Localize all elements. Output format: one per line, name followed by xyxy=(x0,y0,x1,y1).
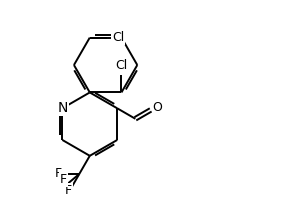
Text: O: O xyxy=(153,101,163,114)
Text: Cl: Cl xyxy=(112,31,124,44)
Text: F: F xyxy=(55,168,62,180)
Text: N: N xyxy=(57,101,67,115)
Text: Cl: Cl xyxy=(115,59,128,71)
Text: F: F xyxy=(60,173,67,186)
Text: F: F xyxy=(65,184,72,197)
